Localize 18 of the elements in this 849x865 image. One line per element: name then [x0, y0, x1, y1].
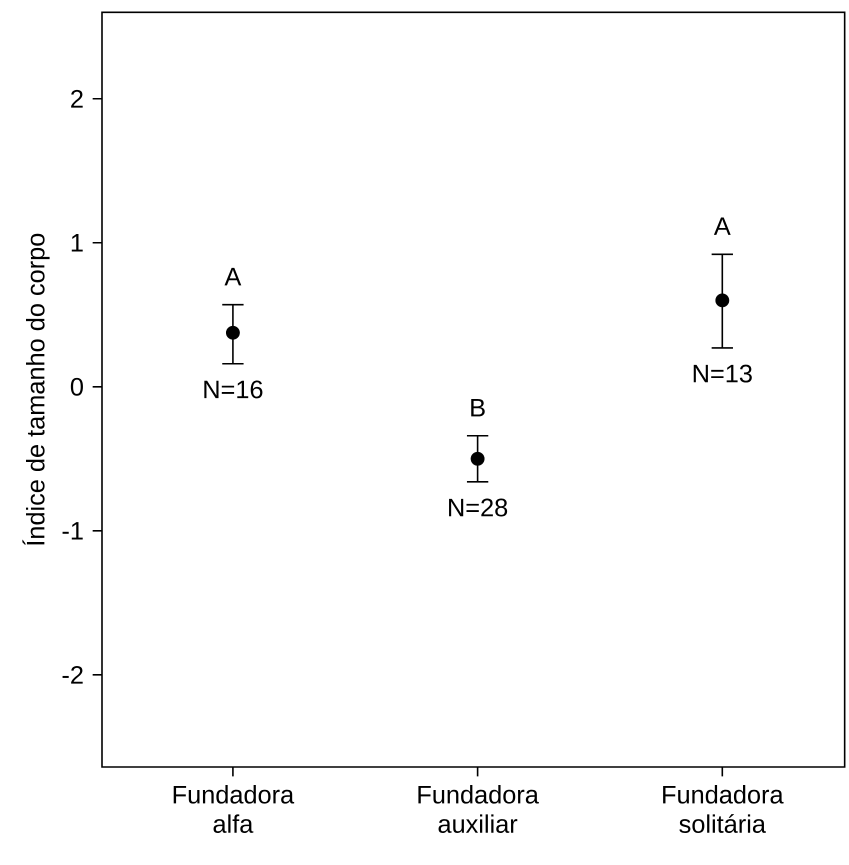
- annotation: N=16: [204, 380, 262, 398]
- y-axis-title: Índice de tamanho do corpo: [22, 234, 50, 545]
- y-tick-label: 2: [71, 90, 83, 108]
- point: [470, 452, 485, 466]
- point: [715, 293, 730, 308]
- point: [226, 326, 240, 340]
- x-tick-label: Fundadora solitária: [663, 785, 784, 833]
- annotation: N=28: [449, 498, 508, 516]
- y-tick-label: 0: [70, 378, 83, 396]
- x-tick-label: Fundadora auxiliar: [418, 785, 539, 833]
- annotation: A: [224, 268, 242, 286]
- annotation: N=13: [694, 364, 752, 383]
- annotation: A: [714, 217, 731, 235]
- y-tick-label: -2: [62, 666, 83, 684]
- y-tick-label: -1: [62, 522, 83, 540]
- x-tick-label: Fundadora alfa: [174, 785, 294, 833]
- y-tick-label: 1: [72, 234, 83, 252]
- annotation: B: [471, 398, 485, 416]
